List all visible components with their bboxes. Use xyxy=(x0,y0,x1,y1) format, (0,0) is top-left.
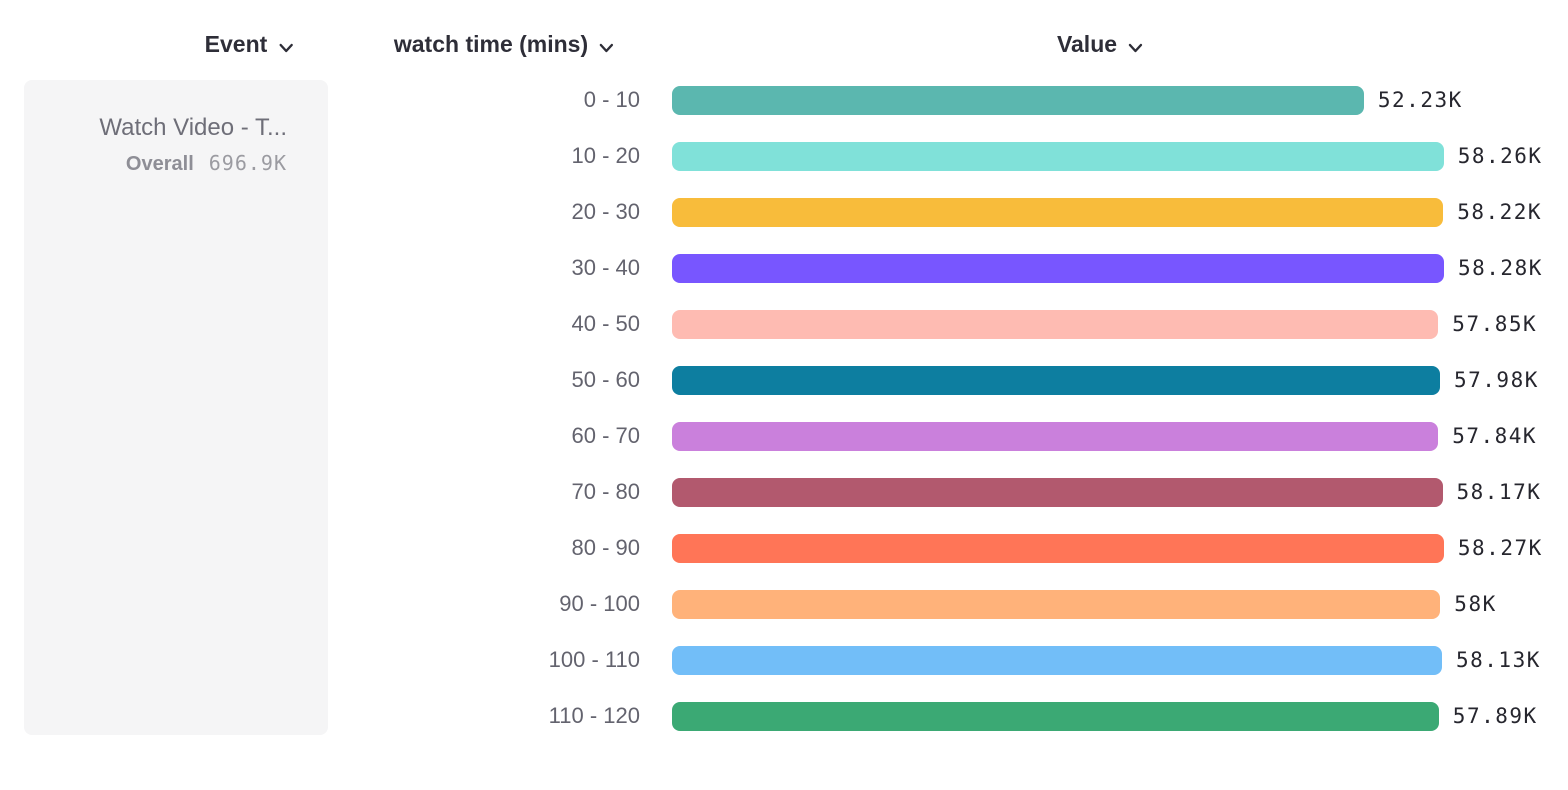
chart-row: 110 - 120 57.89K xyxy=(0,688,1568,744)
chart-row: 10 - 20 58.26K xyxy=(0,128,1568,184)
bin-label: 70 - 80 xyxy=(571,479,641,504)
bar-value-label: 57.98K xyxy=(1454,368,1539,392)
chart-row: 70 - 80 58.17K xyxy=(0,464,1568,520)
column-header-value-label: Value xyxy=(1056,30,1118,57)
column-header-event-label: Event xyxy=(204,30,268,57)
event-overall-row: Overall 696.9K xyxy=(42,151,287,176)
chevron-down-icon xyxy=(1128,32,1143,59)
bin-label: 80 - 90 xyxy=(571,535,641,560)
column-header-event[interactable]: Event xyxy=(205,29,294,59)
bar-segment[interactable] xyxy=(672,421,1439,451)
bar-value-label: 58.27K xyxy=(1457,536,1543,560)
bar-segment[interactable] xyxy=(672,85,1364,115)
bar-segment[interactable] xyxy=(672,365,1440,395)
bar-segment[interactable] xyxy=(672,477,1443,507)
bar-segment[interactable] xyxy=(672,141,1444,171)
chart-row: 0 - 10 52.23K xyxy=(0,72,1568,128)
chevron-down-icon xyxy=(599,32,614,59)
bin-label: 40 - 50 xyxy=(571,311,641,336)
bar-segment[interactable] xyxy=(672,589,1441,619)
bar-segment[interactable] xyxy=(672,701,1439,731)
bar-value-label: 57.84K xyxy=(1452,424,1538,448)
bin-label: 110 - 120 xyxy=(548,703,640,728)
chart-row: 80 - 90 58.27K xyxy=(0,520,1568,576)
chart-row: 50 - 60 57.98K xyxy=(0,352,1568,408)
bar-value-label: 52.23K xyxy=(1377,88,1463,112)
bin-label: 0 - 10 xyxy=(583,87,640,112)
chart-row: 20 - 30 58.22K xyxy=(0,184,1568,240)
bin-label: 50 - 60 xyxy=(571,367,641,392)
bar-value-label: 58.17K xyxy=(1456,480,1542,504)
chevron-down-icon xyxy=(278,32,293,59)
bar-value-label: 58.13K xyxy=(1456,648,1541,672)
bin-label: 90 - 100 xyxy=(559,591,640,616)
bin-label: 20 - 30 xyxy=(571,199,641,224)
bin-label: 30 - 40 xyxy=(571,255,641,280)
bin-label: 10 - 20 xyxy=(571,143,641,168)
bar-segment[interactable] xyxy=(672,645,1442,675)
bar-value-label: 58.28K xyxy=(1458,256,1543,280)
chart-row: 90 - 100 58K xyxy=(0,576,1568,632)
bar-value-label: 58K xyxy=(1454,592,1497,616)
event-card[interactable]: Watch Video - T... Overall 696.9K xyxy=(24,80,328,735)
chart-row: 60 - 70 57.84K xyxy=(0,408,1568,464)
bar-value-label: 57.89K xyxy=(1452,704,1538,728)
column-header-value[interactable]: Value xyxy=(1057,29,1143,59)
event-name: Watch Video - T... xyxy=(99,114,287,141)
bar-segment[interactable] xyxy=(672,309,1439,339)
bin-label: 100 - 110 xyxy=(548,647,640,672)
bin-label: 60 - 70 xyxy=(571,423,641,448)
bar-segment[interactable] xyxy=(672,533,1444,563)
overall-value: 696.9K xyxy=(208,150,287,175)
overall-label: Overall xyxy=(125,152,194,175)
bar-value-label: 58.22K xyxy=(1457,200,1543,224)
bar-value-label: 57.85K xyxy=(1452,312,1538,336)
bar-segment[interactable] xyxy=(672,253,1444,283)
column-header-series-label: watch time (mins) xyxy=(393,30,589,57)
bar-value-label: 58.26K xyxy=(1457,144,1543,168)
chart-row: 30 - 40 58.28K xyxy=(0,240,1568,296)
bar-chart: 0 - 10 52.23K 10 - 20 58.26K 20 - 30 58.22K 30… xyxy=(0,72,1568,744)
chart-row: 100 - 110 58.13K xyxy=(0,632,1568,688)
column-header-series[interactable]: watch time (mins) xyxy=(394,29,614,59)
chart-row: 40 - 50 57.85K xyxy=(0,296,1568,352)
bar-segment[interactable] xyxy=(672,197,1444,227)
